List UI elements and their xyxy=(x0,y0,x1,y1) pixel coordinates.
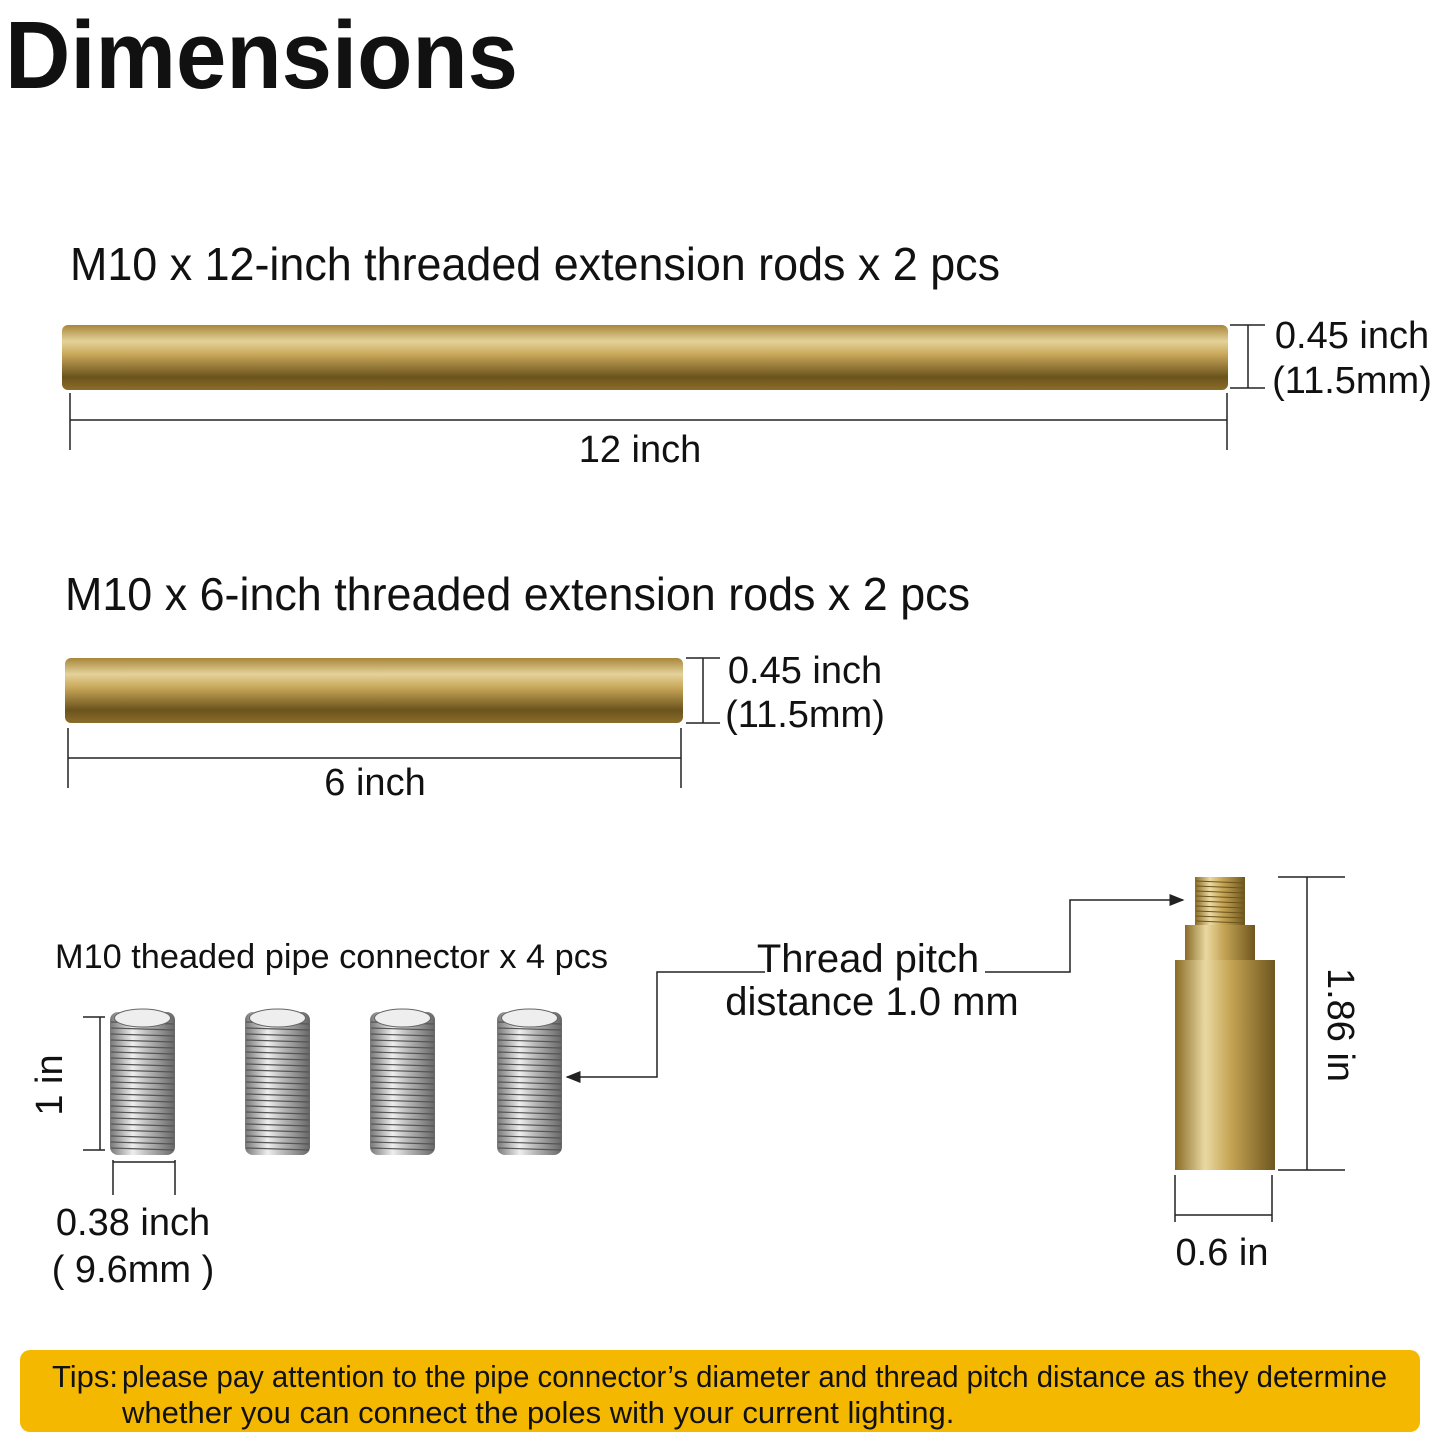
connector-diameter-mm: ( 9.6mm ) xyxy=(52,1249,215,1291)
rod xyxy=(65,658,683,723)
rod-diameter: 0.45 inch xyxy=(1275,315,1429,357)
connector-diameter: 0.38 inch xyxy=(56,1202,210,1244)
dimension-lines xyxy=(67,657,720,788)
connector xyxy=(110,1008,175,1155)
rod-diameter-mm: (11.5mm) xyxy=(1272,360,1432,402)
connectors xyxy=(110,1008,562,1155)
pointer xyxy=(985,894,1185,973)
pitch-text: distance 1.0 mm xyxy=(725,980,1018,1024)
dimension-lines xyxy=(69,324,1265,450)
rod xyxy=(62,325,1228,390)
rod-diameter: 0.45 inch xyxy=(728,650,882,692)
rod-length: 12 inch xyxy=(579,429,702,471)
connector xyxy=(370,1008,435,1155)
rod-length: 6 inch xyxy=(324,762,425,804)
connector-length: 1 in xyxy=(29,1054,71,1115)
tips-text: whether you can connect the poles with y… xyxy=(121,1395,954,1430)
tips-label: Tips: xyxy=(52,1359,118,1394)
title: Dimensions xyxy=(5,2,518,109)
tips-text: please pay attention to the pipe connect… xyxy=(122,1359,1387,1394)
dimension-lines xyxy=(83,1016,176,1195)
tips-box xyxy=(20,1350,1420,1432)
dimension-lines xyxy=(1174,876,1345,1222)
pitch-text: Thread pitch xyxy=(757,937,979,981)
connector xyxy=(497,1008,562,1155)
connector-label: M10 theaded pipe connector x 4 pcs xyxy=(55,938,608,976)
rod-label: M10 x 12-inch threaded extension rods x … xyxy=(70,238,1000,290)
adapter xyxy=(1175,877,1275,1170)
adapter-width: 0.6 in xyxy=(1176,1232,1269,1274)
connector xyxy=(245,1008,310,1155)
rod-diameter-mm: (11.5mm) xyxy=(725,694,885,736)
pointer xyxy=(565,971,765,1083)
rod-label: M10 x 6-inch threaded extension rods x 2… xyxy=(65,568,970,620)
adapter-height: 1.86 in xyxy=(1319,968,1361,1082)
